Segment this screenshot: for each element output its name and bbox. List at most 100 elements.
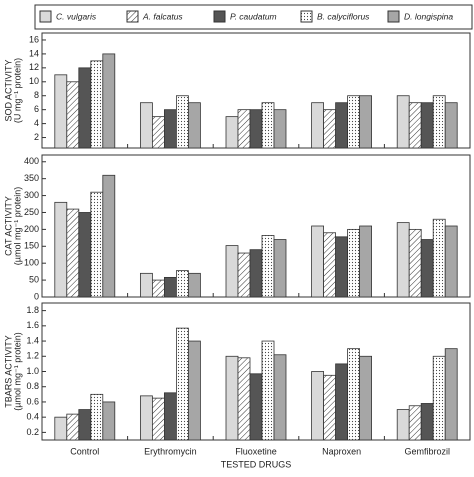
bar [163, 276, 177, 298]
legend-label: A. falcatus [142, 11, 183, 21]
y-axis-label: SOD ACTIVITY [3, 59, 13, 121]
bar [359, 95, 373, 149]
y-axis-label: CAT ACTIVITY [3, 196, 13, 256]
y-tick-label: 1.4 [26, 335, 39, 345]
bar [163, 109, 177, 149]
legend-swatch [213, 10, 226, 23]
bar [225, 355, 239, 441]
bar [102, 174, 116, 298]
y-tick-label: 8 [34, 90, 39, 100]
bar [66, 81, 80, 149]
bar [420, 403, 434, 441]
bar [78, 212, 92, 298]
legend-swatch [126, 10, 139, 23]
bar [420, 239, 434, 298]
bar [151, 279, 165, 298]
bar [102, 53, 116, 149]
bar [54, 201, 68, 298]
bar [151, 116, 165, 149]
bar [408, 405, 422, 441]
y-tick-label: 200 [24, 224, 39, 234]
y-tick-label: 14 [29, 48, 39, 58]
bar [237, 252, 251, 298]
bar [359, 225, 373, 298]
y-tick-label: 400 [24, 156, 39, 166]
y-tick-label: 10 [29, 76, 39, 86]
bar [261, 102, 275, 149]
bar [249, 249, 263, 298]
bar [323, 374, 337, 441]
bar [273, 354, 287, 441]
y-tick-label: 0 [34, 291, 39, 301]
bar [273, 239, 287, 298]
bar [396, 222, 410, 298]
legend-swatch [39, 10, 52, 23]
legend-label: C. vulgaris [56, 11, 97, 21]
bar [225, 116, 239, 149]
y-tick-label: 1.8 [26, 305, 39, 315]
bar [175, 270, 189, 298]
bar [261, 235, 275, 298]
bar [359, 355, 373, 441]
y-tick-label: 16 [29, 34, 39, 44]
x-tick-label: Control [70, 446, 99, 456]
bar [66, 208, 80, 298]
bar [408, 102, 422, 149]
x-tick-label: Erythromycin [144, 446, 197, 456]
legend-label: D. longispina [404, 11, 453, 21]
y-tick-label: 1.0 [26, 366, 39, 376]
bar [163, 392, 177, 441]
bar [273, 109, 287, 149]
y-axis-label: (µmol mg⁻¹ protein) [12, 187, 22, 265]
bar [444, 102, 458, 149]
bar [78, 67, 92, 149]
bar [444, 348, 458, 441]
bar [78, 409, 92, 441]
y-tick-label: 4 [34, 118, 39, 128]
bar [420, 102, 434, 149]
bar [335, 236, 349, 298]
bar [151, 397, 165, 441]
y-axis-label: (µmol mg⁻¹ protein) [12, 332, 22, 410]
bar [432, 355, 446, 441]
bar [237, 357, 251, 441]
bar [175, 327, 189, 441]
y-tick-label: 0.4 [26, 412, 39, 422]
y-tick-label: 50 [29, 274, 39, 284]
bar [66, 413, 80, 441]
bar [90, 393, 104, 441]
bar [347, 95, 361, 149]
bar [187, 340, 201, 441]
y-tick-label: 12 [29, 62, 39, 72]
y-tick-label: 100 [24, 258, 39, 268]
bar [444, 225, 458, 298]
y-tick-label: 6 [34, 104, 39, 114]
legend-box [34, 4, 473, 30]
y-axis-label: (U mg⁻¹ protein) [12, 58, 22, 123]
bar [323, 109, 337, 149]
bar [175, 95, 189, 149]
bar [335, 102, 349, 149]
x-axis-label: TESTED DRUGS [221, 459, 292, 469]
y-tick-label: 250 [24, 207, 39, 217]
bar [54, 74, 68, 149]
bar [323, 232, 337, 298]
y-tick-label: 1.2 [26, 351, 39, 361]
x-tick-label: Naproxen [322, 446, 361, 456]
y-axis-label: TBARS ACTIVITY [3, 335, 13, 408]
bar [261, 340, 275, 441]
legend-swatch [387, 10, 400, 23]
y-tick-label: 300 [24, 190, 39, 200]
bar [311, 102, 325, 149]
bar [54, 416, 68, 441]
bar [311, 371, 325, 441]
bar [237, 109, 251, 149]
bar [347, 228, 361, 298]
bar [432, 218, 446, 298]
bar [102, 401, 116, 441]
legend-label: B. calyciflorus [317, 11, 370, 21]
bar [187, 102, 201, 149]
bar [249, 373, 263, 441]
bar [432, 95, 446, 149]
